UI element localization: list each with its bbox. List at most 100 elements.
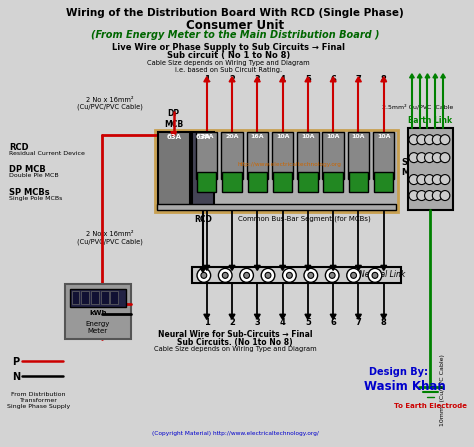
- Bar: [72, 291, 79, 304]
- Circle shape: [409, 152, 419, 163]
- Text: 7: 7: [356, 75, 361, 84]
- Polygon shape: [305, 266, 311, 270]
- Polygon shape: [171, 132, 177, 137]
- Text: http://www.electricaltechnology.org: http://www.electricaltechnology.org: [237, 162, 341, 167]
- Polygon shape: [255, 314, 260, 319]
- Circle shape: [368, 268, 382, 283]
- Text: (Copyright Material) http://www.electricaltechnology.org/: (Copyright Material) http://www.electric…: [152, 431, 319, 436]
- Polygon shape: [229, 266, 235, 270]
- Bar: [297, 132, 319, 179]
- Bar: [222, 172, 242, 192]
- Text: (From Energy Meter to the Main Distribution Board ): (From Energy Meter to the Main Distribut…: [91, 30, 379, 40]
- Circle shape: [222, 272, 228, 278]
- Circle shape: [197, 268, 210, 283]
- Circle shape: [244, 272, 249, 278]
- Polygon shape: [200, 267, 206, 272]
- Polygon shape: [330, 77, 336, 82]
- Polygon shape: [381, 266, 387, 270]
- Text: Wasim Khan: Wasim Khan: [365, 380, 446, 393]
- Text: 16A: 16A: [250, 134, 264, 139]
- Polygon shape: [204, 314, 210, 319]
- Polygon shape: [255, 77, 260, 82]
- Text: To Earth Electrode: To Earth Electrode: [394, 403, 467, 409]
- Bar: [158, 132, 190, 208]
- Circle shape: [325, 268, 339, 283]
- Text: 20A: 20A: [200, 134, 213, 139]
- Polygon shape: [305, 314, 311, 319]
- Text: 2.5mm² Cu/PVC  Cable: 2.5mm² Cu/PVC Cable: [382, 104, 453, 110]
- Polygon shape: [280, 314, 285, 319]
- Bar: [247, 172, 267, 192]
- Text: 63A: 63A: [195, 134, 210, 140]
- Text: Neutral Link: Neutral Link: [359, 270, 406, 279]
- Text: kWh: kWh: [89, 310, 107, 316]
- Bar: [272, 132, 293, 179]
- Circle shape: [432, 190, 442, 201]
- Bar: [197, 172, 217, 192]
- Text: 5: 5: [305, 318, 311, 327]
- Text: 8: 8: [381, 318, 387, 327]
- Polygon shape: [441, 74, 446, 78]
- Text: Cable Size depends on Wiring Type and Diagram: Cable Size depends on Wiring Type and Di…: [154, 346, 316, 352]
- Circle shape: [219, 268, 232, 283]
- Text: Wiring of the Distribution Board With RCD (Single Phase): Wiring of the Distribution Board With RC…: [66, 8, 404, 18]
- Circle shape: [261, 268, 275, 283]
- Bar: [373, 132, 394, 179]
- Polygon shape: [204, 77, 210, 82]
- Circle shape: [283, 268, 296, 283]
- Circle shape: [308, 272, 314, 278]
- Text: SP
MCBs: SP MCBs: [401, 158, 427, 177]
- Bar: [322, 132, 344, 179]
- Circle shape: [409, 190, 419, 201]
- Circle shape: [304, 268, 318, 283]
- Polygon shape: [425, 74, 430, 78]
- Text: Double Ple MCB: Double Ple MCB: [9, 173, 59, 177]
- Bar: [246, 132, 268, 179]
- Bar: [65, 284, 131, 339]
- Text: Energy
Meter: Energy Meter: [86, 321, 110, 334]
- Text: 7: 7: [356, 318, 361, 327]
- Text: SP MCBs: SP MCBs: [9, 188, 50, 197]
- Text: Single Pole MCBs: Single Pole MCBs: [9, 195, 63, 201]
- Circle shape: [432, 135, 442, 145]
- Circle shape: [201, 272, 207, 278]
- Circle shape: [425, 135, 434, 145]
- Text: 10A: 10A: [352, 134, 365, 139]
- Circle shape: [425, 175, 434, 185]
- Circle shape: [440, 175, 450, 185]
- Circle shape: [409, 135, 419, 145]
- Polygon shape: [204, 266, 210, 270]
- Text: Design By:: Design By:: [369, 367, 428, 377]
- Bar: [348, 132, 369, 179]
- Text: RCD: RCD: [9, 143, 29, 152]
- Polygon shape: [280, 77, 285, 82]
- Text: 2 No x 16mm²
(Cu/PVC/PVC Cable): 2 No x 16mm² (Cu/PVC/PVC Cable): [77, 232, 143, 245]
- Text: From Distribution
Transformer
Single Phase Supply: From Distribution Transformer Single Pha…: [7, 392, 70, 409]
- Circle shape: [425, 190, 434, 201]
- Circle shape: [432, 152, 442, 163]
- Text: 1: 1: [204, 318, 210, 327]
- Bar: [408, 128, 453, 210]
- Bar: [82, 291, 89, 304]
- Bar: [349, 172, 368, 192]
- Polygon shape: [410, 74, 414, 78]
- Text: P: P: [12, 357, 19, 367]
- Polygon shape: [433, 74, 438, 78]
- Text: DP
MCB: DP MCB: [164, 110, 183, 129]
- Text: 4: 4: [280, 75, 285, 84]
- Text: 63A: 63A: [166, 134, 181, 140]
- Text: Sub Circuits. (No 1to No 8): Sub Circuits. (No 1to No 8): [177, 338, 293, 347]
- Text: N: N: [12, 372, 20, 382]
- Polygon shape: [280, 266, 285, 270]
- Text: 1: 1: [204, 75, 210, 84]
- Circle shape: [347, 268, 360, 283]
- Circle shape: [440, 152, 450, 163]
- Text: Live Wire or Phase Supply to Sub Circuits → Final: Live Wire or Phase Supply to Sub Circuit…: [112, 43, 345, 52]
- Bar: [91, 291, 99, 304]
- Text: Sub circuit ( No 1 to No 8): Sub circuit ( No 1 to No 8): [166, 51, 290, 60]
- Bar: [101, 291, 109, 304]
- Circle shape: [417, 190, 427, 201]
- Polygon shape: [330, 314, 336, 319]
- Text: 10A: 10A: [301, 134, 315, 139]
- Circle shape: [440, 135, 450, 145]
